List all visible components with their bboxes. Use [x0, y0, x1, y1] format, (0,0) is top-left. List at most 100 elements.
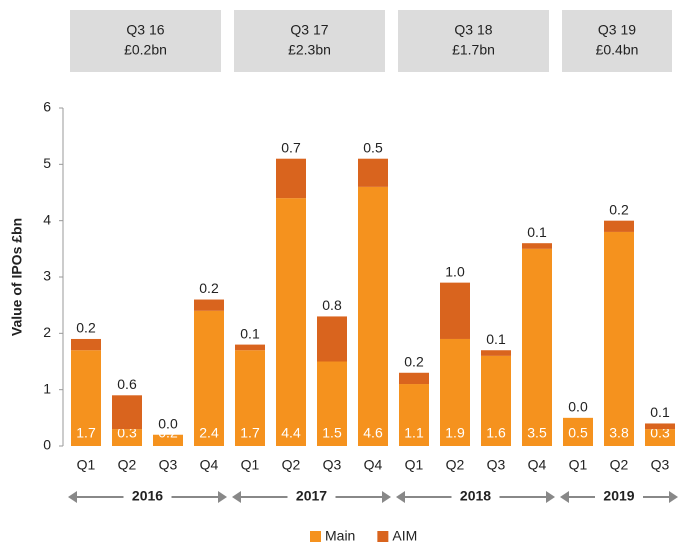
data-label: 1.5: [322, 425, 342, 441]
bar-segment: [563, 417, 593, 446]
bar-segment: [604, 231, 634, 446]
legend-swatch: [377, 531, 389, 542]
data-label: 0.2: [158, 425, 178, 441]
bar-segment: [522, 243, 552, 249]
data-label: 1.9: [445, 425, 465, 441]
arrow-head: [382, 491, 391, 503]
panel: [398, 10, 549, 72]
data-label: 1.1: [404, 425, 424, 441]
panel-value: £1.7bn: [452, 42, 495, 58]
data-label: 0.7: [281, 139, 301, 155]
bar-segment: [71, 338, 101, 351]
bar-segment: [194, 310, 224, 446]
data-label: 0.2: [404, 353, 424, 369]
bar-segment: [235, 350, 265, 446]
arrow-head: [546, 491, 555, 503]
y-tick-label: 4: [43, 211, 51, 227]
bar-segment: [645, 423, 675, 430]
x-tick-label: Q3: [159, 457, 178, 473]
x-tick-label: Q4: [200, 457, 219, 473]
x-tick-label: Q2: [610, 457, 629, 473]
data-label: 0.1: [486, 331, 506, 347]
legend-swatch: [310, 531, 321, 542]
bar-segment: [604, 220, 634, 232]
panel: [562, 10, 672, 72]
bar-segment: [276, 198, 306, 446]
data-label: 0.5: [568, 425, 588, 441]
data-label: 0.8: [322, 297, 342, 313]
arrow-head: [669, 491, 678, 503]
data-label: 0.0: [568, 399, 588, 415]
data-label: 0.5: [363, 139, 383, 155]
bar-segment: [522, 248, 552, 446]
bar-segment: [358, 158, 388, 187]
arrow-head: [396, 491, 405, 503]
x-tick-label: Q2: [446, 457, 465, 473]
data-label: 0.6: [117, 376, 137, 392]
y-tick-label: 1: [43, 380, 51, 396]
bar-segment: [112, 395, 142, 430]
arrow-head: [68, 491, 77, 503]
y-tick-label: 3: [43, 268, 51, 284]
x-tick-label: Q1: [569, 457, 588, 473]
x-tick-label: Q3: [651, 457, 670, 473]
data-label: 4.4: [281, 425, 301, 441]
legend-label: Main: [325, 528, 355, 544]
data-label: 4.6: [363, 425, 383, 441]
data-label: 0.2: [76, 320, 96, 336]
y-tick-label: 2: [43, 324, 51, 340]
panel-value: £0.4bn: [596, 42, 639, 58]
panel-label: Q3 19: [598, 22, 636, 38]
bar-segment: [235, 344, 265, 351]
bar-segment: [399, 372, 429, 385]
group-label: 2019: [603, 488, 634, 504]
x-tick-label: Q2: [118, 457, 137, 473]
arrow-head: [232, 491, 241, 503]
bar-segment: [112, 429, 142, 446]
data-label: 3.5: [527, 425, 547, 441]
data-label: 1.6: [486, 425, 506, 441]
bar-segment: [645, 429, 675, 446]
data-label: 0.2: [609, 201, 629, 217]
x-tick-label: Q4: [364, 457, 383, 473]
data-label: 0.1: [527, 224, 547, 240]
y-axis-label: Value of IPOs £bn: [9, 218, 25, 336]
x-tick-label: Q2: [282, 457, 301, 473]
arrow-head: [218, 491, 227, 503]
group-label: 2016: [132, 488, 163, 504]
panel-value: £2.3bn: [288, 42, 331, 58]
group-label: 2017: [296, 488, 327, 504]
data-label: 0.2: [199, 280, 219, 296]
x-tick-label: Q1: [77, 457, 96, 473]
data-label: 0.1: [240, 325, 260, 341]
panel-value: £0.2bn: [124, 42, 167, 58]
bar-segment: [481, 350, 511, 356]
x-tick-label: Q1: [405, 457, 424, 473]
legend-label: AIM: [392, 528, 417, 544]
bar-segment: [399, 384, 429, 446]
panel-label: Q3 17: [290, 22, 328, 38]
x-tick-label: Q4: [528, 457, 547, 473]
data-label: 1.7: [76, 425, 96, 441]
bar-segment: [440, 338, 470, 446]
x-tick-label: Q3: [487, 457, 506, 473]
bar-segment: [440, 282, 470, 339]
bar-segment: [317, 316, 347, 362]
x-tick-label: Q1: [241, 457, 260, 473]
data-label: 1.7: [240, 425, 260, 441]
y-tick-label: 6: [43, 99, 51, 115]
bar-segment: [481, 355, 511, 446]
panel: [234, 10, 385, 72]
x-tick-label: Q3: [323, 457, 342, 473]
bar-segment: [358, 186, 388, 446]
bar-segment: [71, 350, 101, 446]
panel: [70, 10, 221, 72]
y-tick-label: 0: [43, 437, 51, 453]
group-label: 2018: [460, 488, 491, 504]
bar-segment: [276, 158, 306, 199]
arrow-head: [560, 491, 569, 503]
data-label: 0.1: [650, 404, 670, 420]
bar-segment: [153, 434, 183, 446]
bar-segment: [317, 361, 347, 446]
